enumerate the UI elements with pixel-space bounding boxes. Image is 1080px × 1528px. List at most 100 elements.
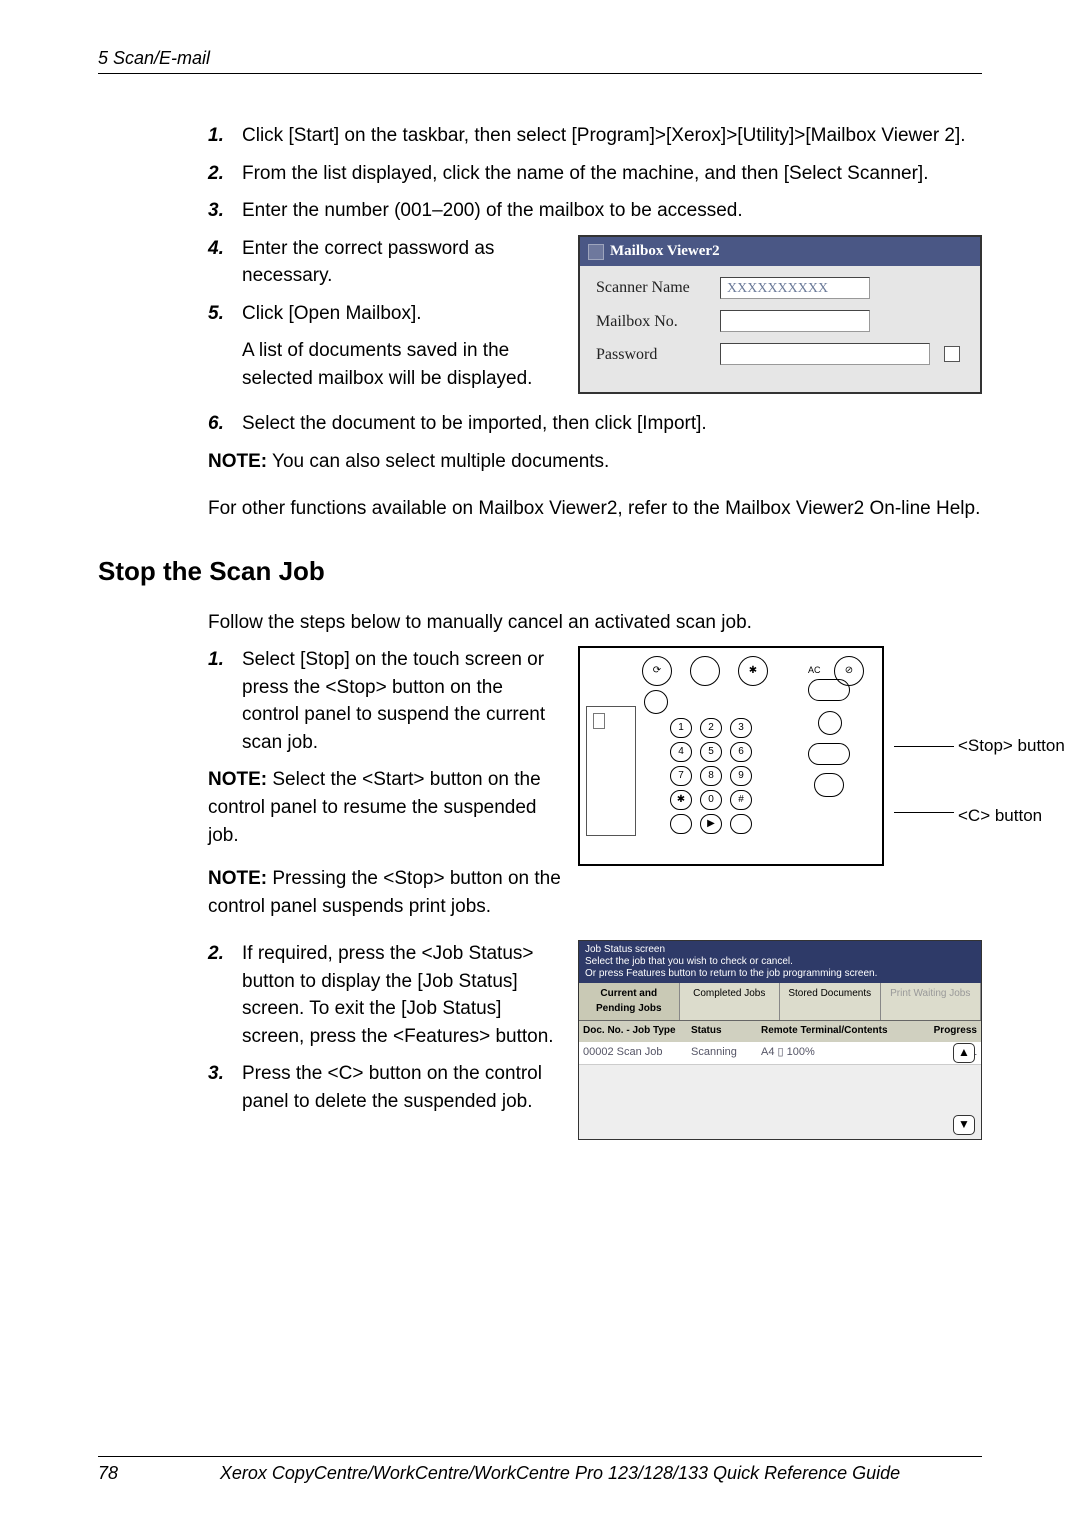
chapter-label: 5 Scan/E-mail (98, 48, 210, 68)
mailbox-viewer-window: Mailbox Viewer2 Scanner NameXXXXXXXXXX M… (578, 235, 982, 394)
job-status-screen: Job Status screen Select the job that yo… (578, 940, 982, 1139)
main-content: 1. Click [Start] on the taskbar, then sel… (208, 122, 982, 1140)
note-label: NOTE: (208, 868, 267, 889)
num-btn (670, 814, 692, 834)
side-buttons: AC (808, 664, 850, 805)
step-num: 3. (208, 1060, 242, 1115)
stop-step2-text: 2.If required, press the <Job Status> bu… (208, 940, 578, 1125)
col-status: Status (691, 1024, 761, 1039)
steps-4-5-row: 4.Enter the correct password as necessar… (208, 235, 982, 403)
job-status-tabs: Current and Pending Jobs Completed Jobs … (579, 983, 981, 1021)
step-text: Select [Stop] on the touch screen or pre… (242, 646, 564, 756)
callout-line (894, 812, 954, 813)
step-text: Enter the correct password as necessary. (242, 235, 564, 290)
job-status-header: Job Status screen Select the job that yo… (579, 941, 981, 983)
tab-completed[interactable]: Completed Jobs (680, 983, 781, 1020)
num-1: 1 (670, 718, 692, 738)
cell-status: Scanning (691, 1045, 761, 1061)
step-text: A list of documents saved in the selecte… (242, 337, 564, 392)
password-label: Password (596, 343, 720, 366)
step-5: 5.Click [Open Mailbox]. (208, 300, 564, 328)
page-footer: 78 Xerox CopyCentre/WorkCentre/WorkCentr… (98, 1456, 982, 1484)
num-0: 0 (700, 790, 722, 810)
tab-current[interactable]: Current and Pending Jobs (579, 983, 680, 1020)
js-hdr1: Job Status screen (585, 944, 975, 956)
scanner-input[interactable]: XXXXXXXXXX (720, 277, 870, 299)
step-num: 3. (208, 197, 242, 225)
stop-intro: Follow the steps below to manually cance… (208, 609, 982, 637)
control-panel-box: ⟳ ✱ ⊘ 123 456 789 ✱0# (578, 646, 884, 866)
step-5-sub: A list of documents saved in the selecte… (242, 337, 564, 392)
stop-step1-row: 1.Select [Stop] on the touch screen or p… (208, 646, 982, 930)
mailboxno-input[interactable] (720, 310, 870, 332)
callout-stop: <Stop> button (958, 734, 1065, 759)
step-1: 1.Click [Start] on the taskbar, then sel… (208, 122, 982, 150)
panel-btn: ✱ (738, 656, 768, 686)
num-3: 3 (730, 718, 752, 738)
num-8: 8 (700, 766, 722, 786)
step-6: 6.Select the document to be imported, th… (208, 410, 982, 438)
panel-btn (644, 690, 668, 714)
col-doc: Doc. No. - Job Type (583, 1024, 691, 1039)
note-label: NOTE: (208, 451, 267, 472)
password-row: Password (596, 343, 968, 366)
note-multi-docs: NOTE: You can also select multiple docum… (208, 448, 982, 476)
step-3: 3.Enter the number (001–200) of the mail… (208, 197, 982, 225)
step-num: 2. (208, 160, 242, 188)
mailboxno-label: Mailbox No. (596, 310, 720, 333)
num-btn (730, 814, 752, 834)
password-input[interactable] (720, 343, 930, 365)
touch-screen (586, 706, 636, 836)
note-label: NOTE: (208, 769, 267, 790)
num-btn: ▶ (700, 814, 722, 834)
steps-4-5-text: 4.Enter the correct password as necessar… (208, 235, 578, 403)
panel-btn: ⟳ (642, 656, 672, 686)
step-num: 1. (208, 646, 242, 756)
step-text: Select the document to be imported, then… (242, 410, 982, 438)
step-text: If required, press the <Job Status> butt… (242, 940, 564, 1050)
step-text: Click [Open Mailbox]. (242, 300, 564, 328)
scanner-label: Scanner Name (596, 276, 720, 299)
js-hdr2: Select the job that you wish to check or… (585, 956, 975, 968)
col-remote: Remote Terminal/Contents (761, 1024, 917, 1039)
js-hdr3: Or press Features button to return to th… (585, 968, 975, 980)
col-progress: Progress (917, 1024, 977, 1039)
step-text: Click [Start] on the taskbar, then selec… (242, 122, 982, 150)
scroll-up-button[interactable]: ▲ (953, 1043, 975, 1063)
panel-btn (690, 656, 720, 686)
num-5: 5 (700, 742, 722, 762)
job-row-1[interactable]: 00002 Scan Job Scanning A4 ▯ 100% 1/1 (579, 1042, 981, 1065)
stop-button (808, 743, 850, 765)
app-icon (588, 244, 604, 260)
scroll-down-button[interactable]: ▼ (953, 1115, 975, 1135)
step-text: Press the <C> button on the control pane… (242, 1060, 564, 1115)
mailboxno-row: Mailbox No. (596, 310, 968, 333)
step-num: 2. (208, 940, 242, 1050)
step-num: 5. (208, 300, 242, 328)
num-4: 4 (670, 742, 692, 762)
step-num: 4. (208, 235, 242, 290)
indicator (818, 711, 842, 735)
mailbox-titlebar: Mailbox Viewer2 (580, 237, 980, 267)
mailbox-title: Mailbox Viewer2 (610, 241, 720, 263)
stop-step2-row: 2.If required, press the <Job Status> bu… (208, 940, 982, 1139)
scanner-row: Scanner NameXXXXXXXXXX (596, 276, 968, 299)
job-status-columns: Doc. No. - Job Type Status Remote Termin… (579, 1021, 981, 1042)
callout-line (894, 746, 954, 747)
callout-c: <C> button (958, 804, 1042, 829)
page-header: 5 Scan/E-mail (98, 48, 982, 74)
password-checkbox[interactable] (944, 346, 960, 362)
step-2: 2.From the list displayed, click the nam… (208, 160, 982, 188)
mailbox-body: Scanner NameXXXXXXXXXX Mailbox No. Passw… (580, 266, 980, 392)
note-start: NOTE: Select the <Start> button on the c… (208, 766, 564, 849)
step-text: Enter the number (001–200) of the mailbo… (242, 197, 982, 225)
c-button (814, 773, 844, 797)
step-text: From the list displayed, click the name … (242, 160, 982, 188)
tab-stored[interactable]: Stored Documents (780, 983, 881, 1020)
tab-print-waiting[interactable]: Print Waiting Jobs (881, 983, 982, 1020)
scroll-area: ▲ ▼ (579, 1065, 981, 1139)
num-7: 7 (670, 766, 692, 786)
cell-doc: 00002 Scan Job (583, 1045, 691, 1061)
num-9: 9 (730, 766, 752, 786)
num-2: 2 (700, 718, 722, 738)
